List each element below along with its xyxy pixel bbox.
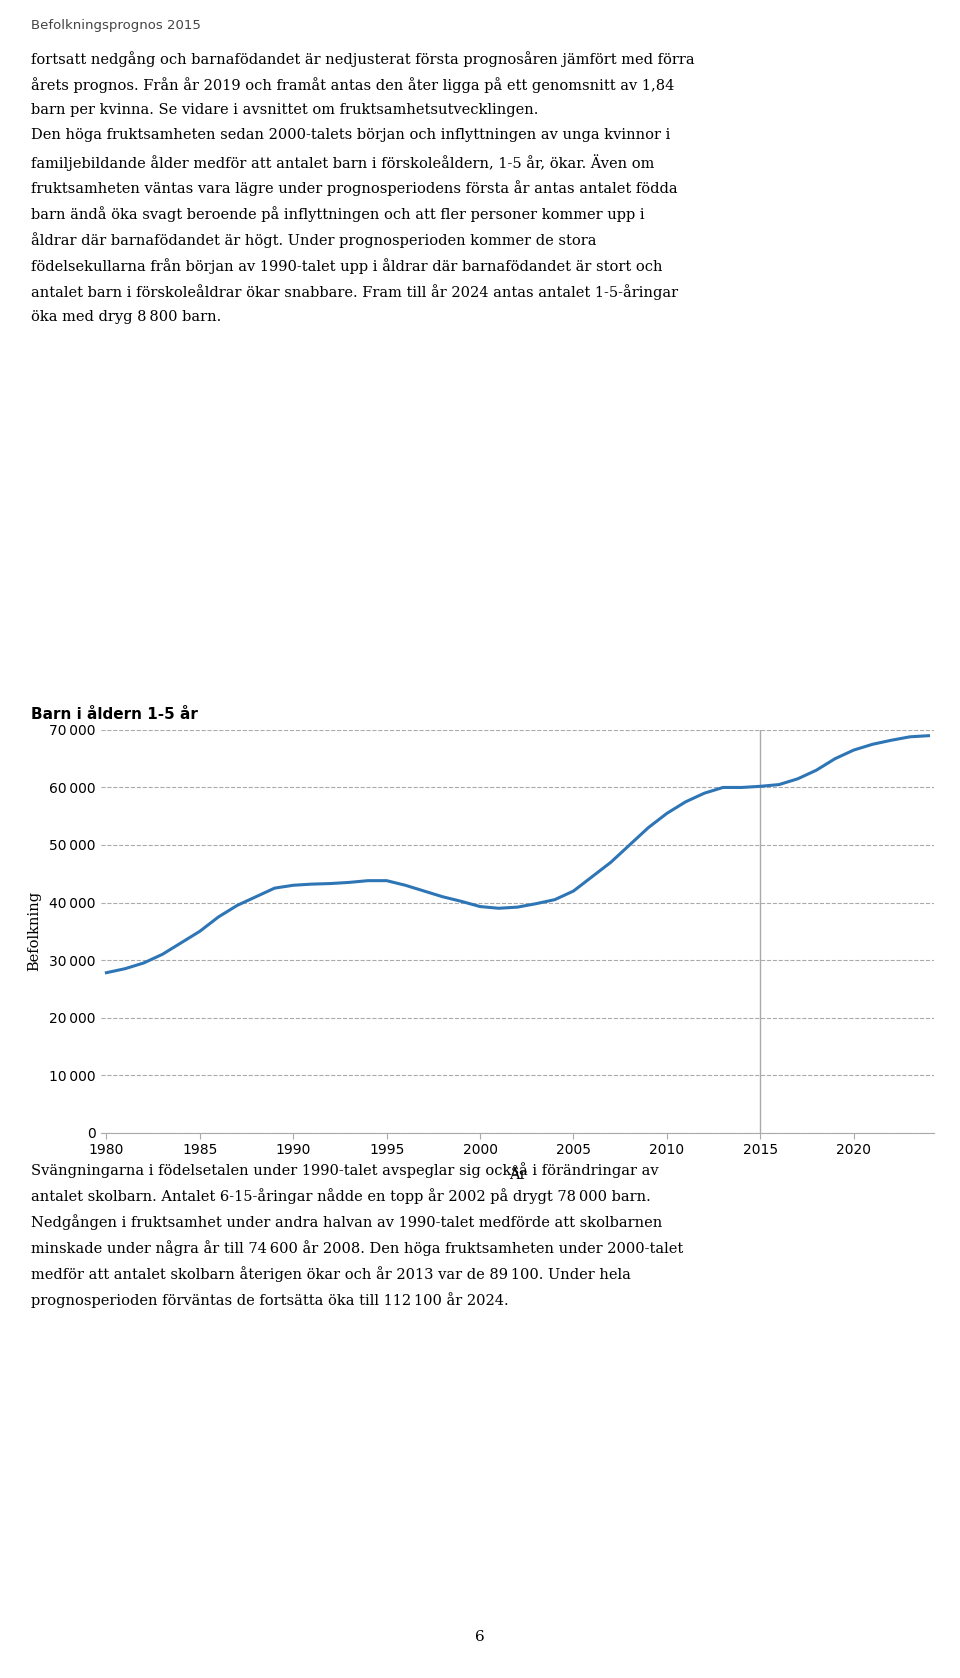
X-axis label: År: År bbox=[509, 1168, 526, 1183]
Text: årets prognos. Från år 2019 och framåt antas den åter ligga på ett genomsnitt av: årets prognos. Från år 2019 och framåt a… bbox=[31, 77, 674, 92]
Y-axis label: Befolkning: Befolkning bbox=[27, 891, 41, 972]
Text: Svängningarna i födelsetalen under 1990-talet avspeglar sig också i förändringar: Svängningarna i födelsetalen under 1990-… bbox=[31, 1161, 659, 1178]
Text: barn per kvinna. Se vidare i avsnittet om fruktsamhetsutvecklingen.: barn per kvinna. Se vidare i avsnittet o… bbox=[31, 104, 539, 117]
Text: åldrar där barnafödandet är högt. Under prognosperioden kommer de stora: åldrar där barnafödandet är högt. Under … bbox=[31, 233, 596, 248]
Text: minskade under några år till 74 600 år 2008. Den höga fruktsamheten under 2000-t: minskade under några år till 74 600 år 2… bbox=[31, 1240, 683, 1255]
Text: prognosperioden förväntas de fortsätta öka till 112 100 år 2024.: prognosperioden förväntas de fortsätta ö… bbox=[31, 1292, 509, 1307]
Text: barn ändå öka svagt beroende på inflyttningen och att fler personer kommer upp i: barn ändå öka svagt beroende på inflyttn… bbox=[31, 206, 644, 221]
Text: 6: 6 bbox=[475, 1631, 485, 1644]
Text: födelsekullarna från början av 1990-talet upp i åldrar där barnafödandet är stor: födelsekullarna från början av 1990-tale… bbox=[31, 258, 662, 274]
Text: Nedgången i fruktsamhet under andra halvan av 1990-talet medförde att skolbarnen: Nedgången i fruktsamhet under andra halv… bbox=[31, 1215, 662, 1230]
Text: Befolkningsprognos 2015: Befolkningsprognos 2015 bbox=[31, 20, 201, 32]
Text: Barn i åldern 1-5 år: Barn i åldern 1-5 år bbox=[31, 708, 198, 722]
Text: Den höga fruktsamheten sedan 2000-talets början och inflyttningen av unga kvinno: Den höga fruktsamheten sedan 2000-talets… bbox=[31, 129, 670, 143]
Text: öka med dryg 8 800 barn.: öka med dryg 8 800 barn. bbox=[31, 310, 221, 324]
Text: fortsatt nedgång och barnafödandet är nedjusterat första prognosåren jämfört med: fortsatt nedgång och barnafödandet är ne… bbox=[31, 50, 694, 67]
Text: antalet barn i förskoleåldrar ökar snabbare. Fram till år 2024 antas antalet 1-5: antalet barn i förskoleåldrar ökar snabb… bbox=[31, 285, 678, 300]
Text: familjebildande ålder medför att antalet barn i förskoleåldern, 1-5 år, ökar. Äv: familjebildande ålder medför att antalet… bbox=[31, 154, 654, 171]
Text: fruktsamheten väntas vara lägre under prognosperiodens första år antas antalet f: fruktsamheten väntas vara lägre under pr… bbox=[31, 181, 678, 196]
Text: antalet skolbarn. Antalet 6-15-åringar nådde en topp år 2002 på drygt 78 000 bar: antalet skolbarn. Antalet 6-15-åringar n… bbox=[31, 1188, 651, 1203]
Text: medför att antalet skolbarn återigen ökar och år 2013 var de 89 100. Under hela: medför att antalet skolbarn återigen öka… bbox=[31, 1265, 631, 1282]
